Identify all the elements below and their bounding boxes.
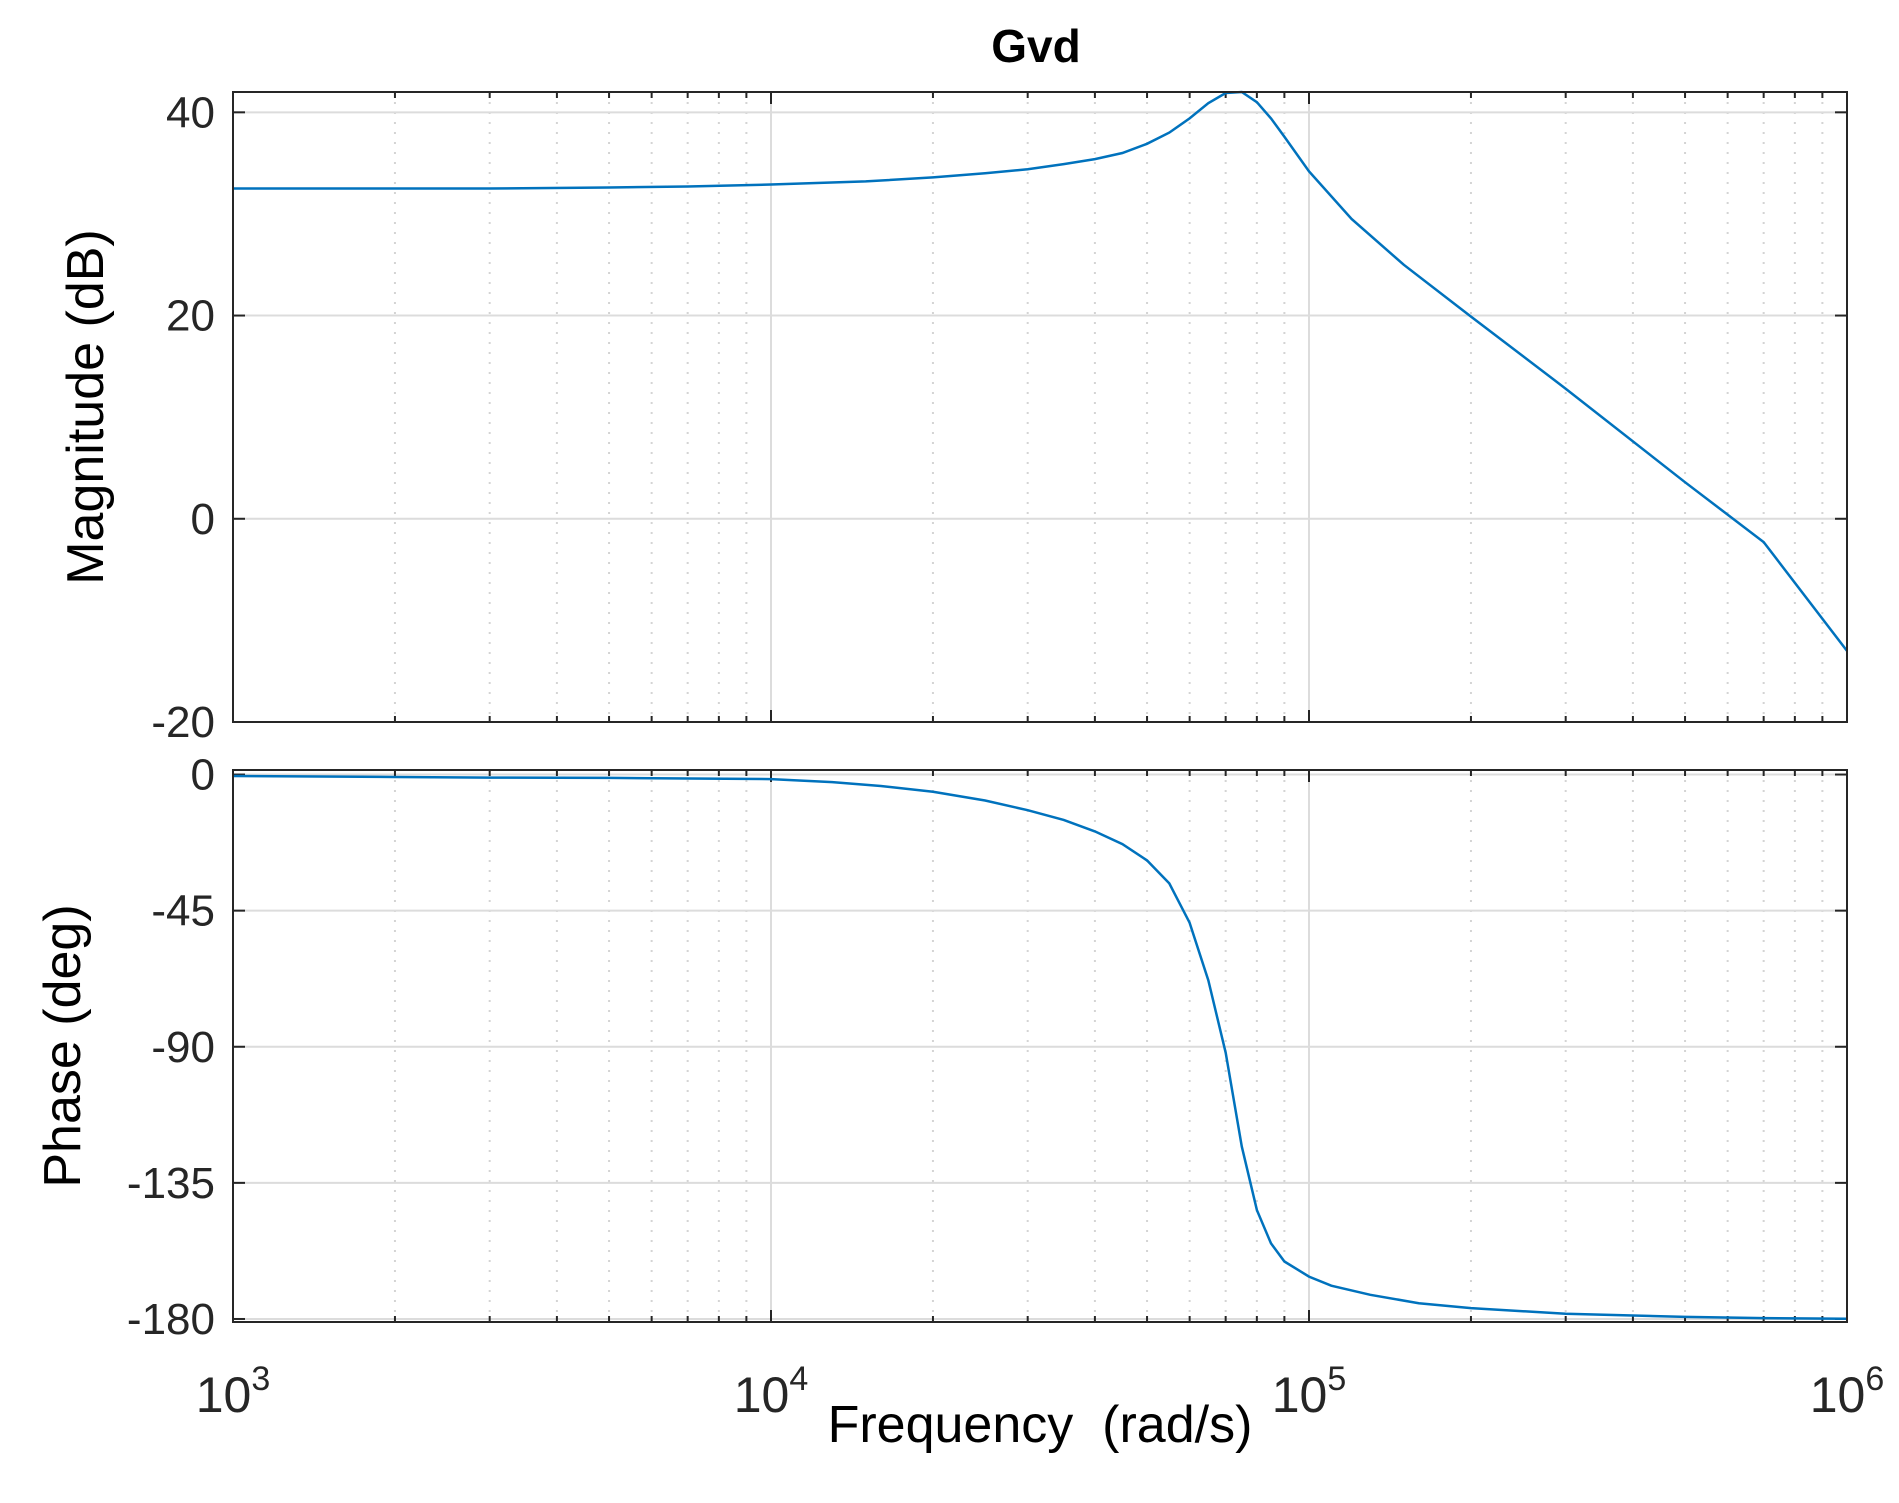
phase-series-line — [232, 774, 1848, 1320]
x-tick-label-base: 10 — [196, 1367, 252, 1423]
magnitude-grid — [232, 92, 1848, 723]
x-tick-label-exponent: 6 — [1865, 1360, 1884, 1398]
x-tick-labels: 103 104 105 106 — [196, 1360, 1885, 1423]
phase-y-tick-labels: 0 -45 -90 -135 -180 — [127, 751, 215, 1344]
magnitude-y-tick-label: 40 — [166, 88, 215, 137]
magnitude-y-axis-label: Magnitude (dB) — [57, 229, 115, 585]
phase-axes-box — [232, 769, 1848, 1323]
phase-plot: 0-45-90-135-180 Phase (deg) 103 104 105 106… — [34, 751, 1884, 1454]
magnitude-axes-box — [232, 91, 1848, 723]
x-tick-label: 105 — [1272, 1360, 1347, 1423]
magnitude-axes-background — [233, 92, 1847, 722]
x-tick-label-exponent: 4 — [789, 1360, 808, 1398]
magnitude-plot: 40 20 0 -20 Magnitude (dB) — [57, 88, 1848, 747]
x-tick-label-exponent: 3 — [251, 1360, 270, 1398]
x-tick-label: 104 — [734, 1360, 809, 1423]
phase-y-tick-label: -180 — [127, 1295, 215, 1344]
x-tick-label-base: 10 — [734, 1367, 790, 1423]
x-axis-label: Frequency (rad/s) — [828, 1396, 1253, 1454]
magnitude-y-tick-label: 0 — [191, 495, 215, 544]
phase-y-tick-label: 0 — [191, 751, 215, 800]
phase-y-axis-label: Phase (deg) — [34, 904, 92, 1187]
x-tick-label-base: 10 — [1810, 1367, 1866, 1423]
x-tick-label-exponent: 5 — [1327, 1360, 1346, 1398]
magnitude-y-tick-label: -20 — [151, 698, 215, 747]
phase-y-tick-label: -90 — [151, 1023, 215, 1072]
x-tick-label: 103 — [196, 1360, 271, 1423]
x-tick-label-base: 10 — [1272, 1367, 1328, 1423]
phase-y-tick-label: -45 — [151, 887, 215, 936]
magnitude-y-tick-labels: 40 20 0 -20 — [151, 88, 215, 747]
phase-grid — [232, 770, 1848, 1322]
chart-title: Gvd — [991, 20, 1080, 72]
magnitude-y-tick-label: 20 — [166, 292, 215, 341]
x-tick-label: 106 — [1810, 1360, 1885, 1423]
phase-y-tick-label: -135 — [127, 1159, 215, 1208]
magnitude-series-line — [233, 90, 1848, 652]
